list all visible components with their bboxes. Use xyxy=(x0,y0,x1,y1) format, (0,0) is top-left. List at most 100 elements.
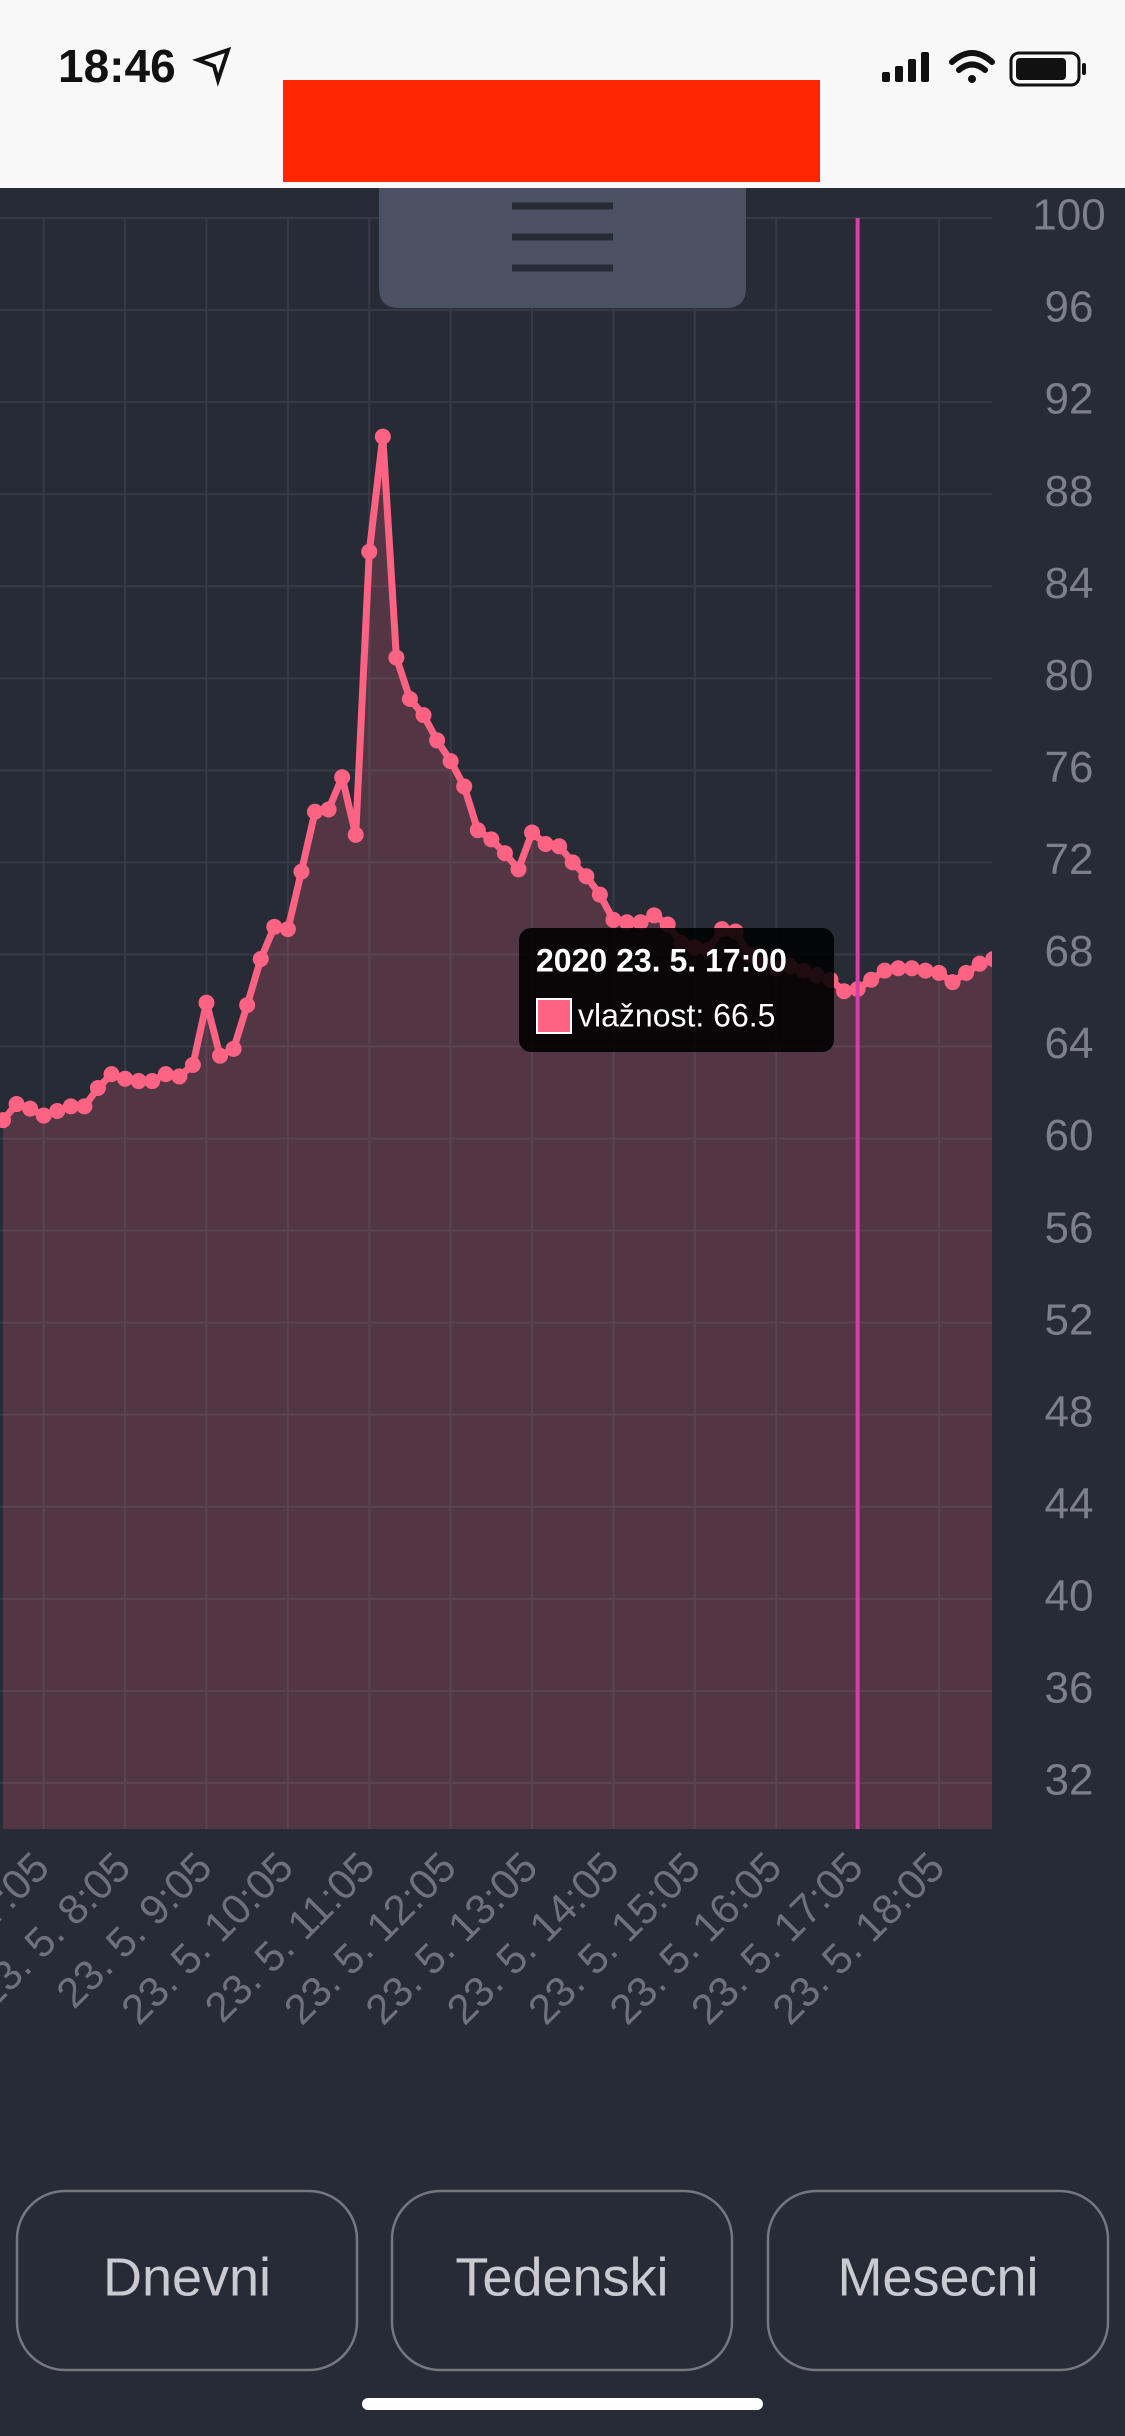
tooltip-box xyxy=(519,928,834,1052)
point xyxy=(184,1056,201,1073)
point xyxy=(578,868,595,885)
wifi-dot xyxy=(968,75,976,83)
signal-icon xyxy=(882,52,929,82)
y-tick-label: 80 xyxy=(1045,651,1094,700)
y-tick-label: 72 xyxy=(1045,835,1094,884)
point xyxy=(22,1100,39,1117)
point xyxy=(876,962,893,979)
status-time: 18:46 xyxy=(58,40,176,92)
point xyxy=(130,1073,147,1090)
point xyxy=(212,1047,229,1064)
point xyxy=(605,911,622,928)
y-tick-label: 36 xyxy=(1045,1664,1094,1713)
point xyxy=(903,960,920,977)
y-tick-label: 32 xyxy=(1045,1756,1094,1805)
point xyxy=(157,1066,174,1083)
button-label[interactable]: Tedenski xyxy=(455,2247,668,2307)
y-tick-label: 52 xyxy=(1045,1295,1094,1344)
point xyxy=(361,543,378,560)
menu-tab[interactable] xyxy=(379,188,746,308)
range-buttons: Dnevni Tedenski Mesecni xyxy=(15,2189,1110,2372)
point xyxy=(442,753,459,770)
point xyxy=(171,1068,188,1085)
point xyxy=(836,983,853,1000)
y-tick-label: 60 xyxy=(1045,1111,1094,1160)
home-indicator xyxy=(362,2398,763,2410)
tooltip-text: vlažnost: 66.5 xyxy=(578,997,775,1033)
point xyxy=(279,921,296,938)
redaction xyxy=(283,80,820,182)
y-tick-label: 88 xyxy=(1045,467,1094,516)
battery-level xyxy=(1016,58,1066,80)
point xyxy=(103,1066,120,1083)
y-tick-label: 40 xyxy=(1045,1571,1094,1620)
point xyxy=(958,964,975,981)
point xyxy=(551,838,568,855)
tooltip: 2020 23. 5. 17:00 vlažnost: 66.5 xyxy=(519,928,834,1052)
point xyxy=(388,649,405,666)
point xyxy=(415,707,432,724)
point xyxy=(456,778,473,795)
point xyxy=(944,974,961,991)
point xyxy=(496,845,513,862)
point xyxy=(144,1073,161,1090)
button-daily[interactable] xyxy=(15,2189,359,2372)
y-tick-label: 92 xyxy=(1045,375,1094,424)
point xyxy=(401,690,418,707)
point xyxy=(62,1098,79,1115)
point xyxy=(971,955,988,972)
point xyxy=(646,907,663,924)
point xyxy=(8,1096,25,1113)
point xyxy=(117,1070,134,1087)
tooltip-title: 2020 23. 5. 17:00 xyxy=(536,942,787,978)
y-tick-label: 76 xyxy=(1045,743,1094,792)
point xyxy=(293,863,310,880)
battery-icon xyxy=(1009,51,1081,87)
point xyxy=(225,1040,242,1057)
point xyxy=(931,964,948,981)
battery-tip xyxy=(1082,63,1086,75)
location-icon xyxy=(192,46,232,87)
y-tick-label: 84 xyxy=(1045,559,1094,608)
point xyxy=(632,914,649,931)
button-monthly[interactable] xyxy=(766,2189,1110,2372)
tooltip-swatch xyxy=(536,998,572,1034)
point xyxy=(49,1102,66,1119)
point xyxy=(76,1098,93,1115)
point xyxy=(564,854,581,871)
point xyxy=(334,769,351,786)
y-tick-label: 68 xyxy=(1045,927,1094,976)
point xyxy=(917,962,934,979)
y-tick-label: 56 xyxy=(1045,1203,1094,1252)
point xyxy=(35,1107,52,1124)
point xyxy=(239,997,256,1014)
menu-icon xyxy=(512,202,613,272)
point xyxy=(619,914,636,931)
wifi-icon xyxy=(949,50,995,73)
point xyxy=(510,861,527,878)
point xyxy=(985,951,992,967)
point xyxy=(307,803,324,820)
button-weekly[interactable] xyxy=(390,2189,734,2372)
button-label[interactable]: Dnevni xyxy=(103,2247,271,2307)
y-tick-label: 48 xyxy=(1045,1387,1094,1436)
point xyxy=(347,826,364,843)
area xyxy=(3,436,992,1829)
point xyxy=(524,824,541,841)
point xyxy=(0,1112,11,1129)
point xyxy=(266,918,283,935)
y-tick-label: 64 xyxy=(1045,1019,1094,1068)
button-label[interactable]: Mesecni xyxy=(837,2247,1038,2307)
point xyxy=(863,971,880,988)
point xyxy=(89,1079,106,1096)
point xyxy=(537,835,554,852)
point xyxy=(483,831,500,848)
point xyxy=(591,886,608,903)
point xyxy=(320,801,337,818)
y-tick-label: 96 xyxy=(1045,283,1094,332)
point xyxy=(198,994,215,1011)
point xyxy=(469,822,486,839)
